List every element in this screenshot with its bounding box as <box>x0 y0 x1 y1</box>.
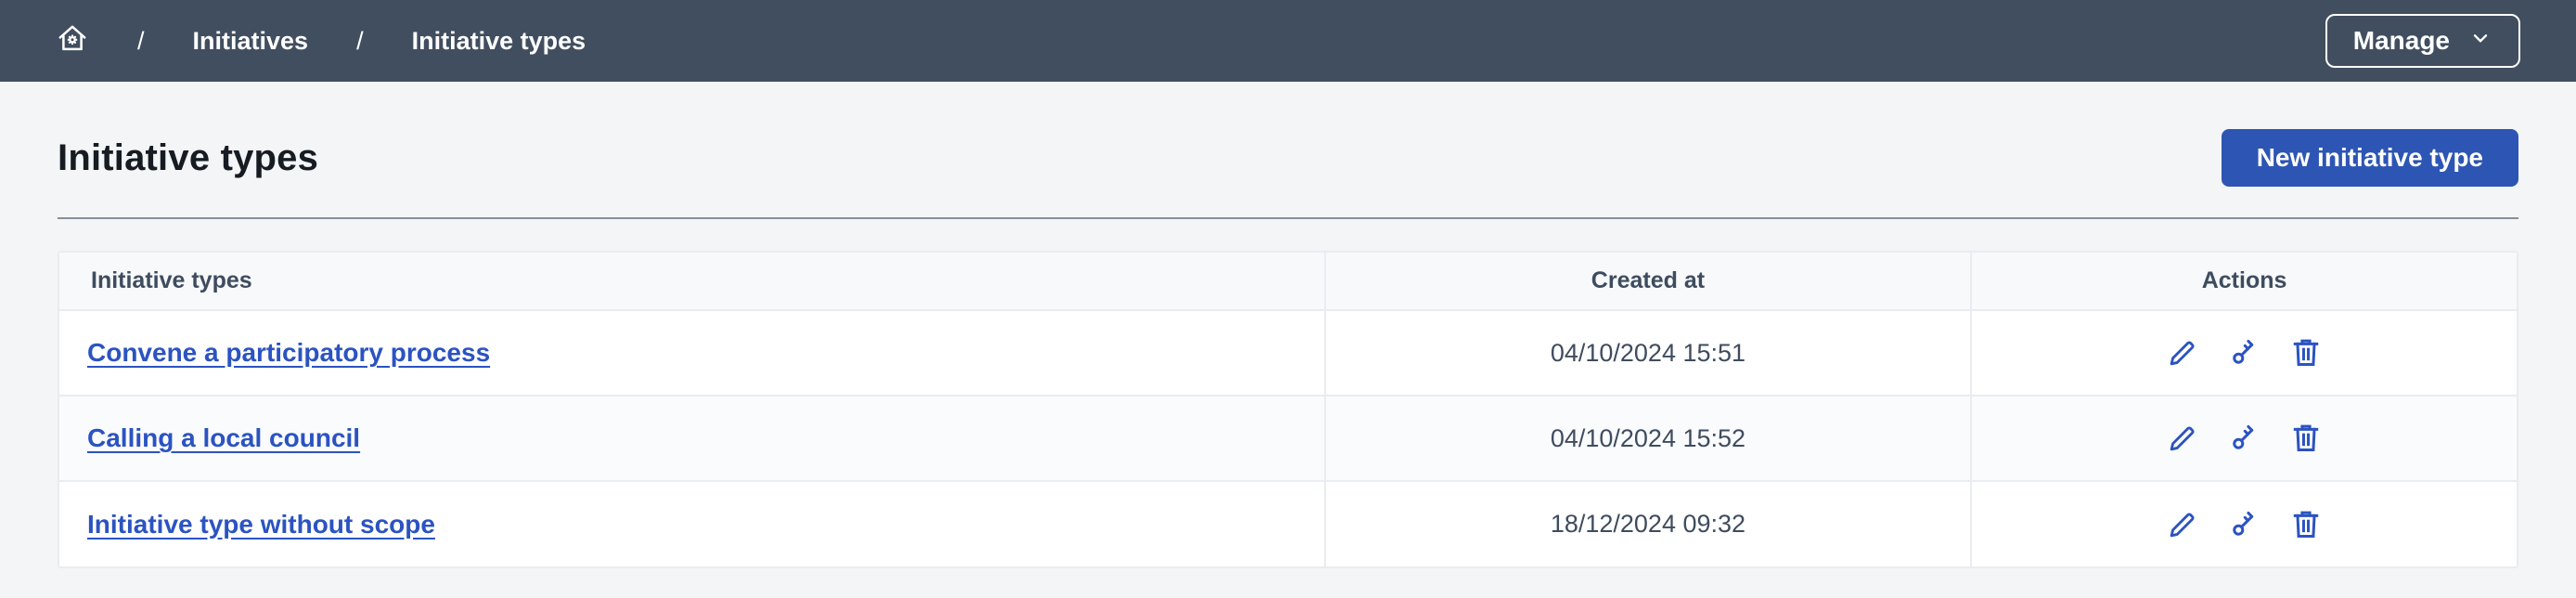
permissions-button[interactable] <box>2227 508 2260 541</box>
edit-button[interactable] <box>2166 336 2199 370</box>
main-content: Initiative types New initiative type Ini… <box>0 128 2576 568</box>
created-at-cell: 18/12/2024 09:32 <box>1323 481 1972 566</box>
actions-cell <box>1972 421 2517 456</box>
actions-cell <box>1972 335 2517 370</box>
chevron-down-icon <box>2468 26 2492 57</box>
pencil-icon <box>2166 336 2199 370</box>
table-row: Calling a local council 04/10/2024 15:52 <box>59 396 2517 482</box>
initiative-types-table: Initiative types Created at Actions Conv… <box>59 253 2517 566</box>
edit-button[interactable] <box>2166 422 2199 455</box>
initiative-types-table-container: Initiative types Created at Actions Conv… <box>58 251 2518 568</box>
page-title: Initiative types <box>58 136 319 178</box>
breadcrumb-separator: / <box>356 26 364 55</box>
permissions-button[interactable] <box>2227 336 2260 370</box>
edit-button[interactable] <box>2166 508 2199 541</box>
created-at-cell: 04/10/2024 15:52 <box>1323 396 1972 482</box>
pencil-icon <box>2166 508 2199 541</box>
table-row: Convene a participatory process 04/10/20… <box>59 310 2517 396</box>
breadcrumb-item-initiative-types[interactable]: Initiative types <box>411 26 586 55</box>
title-row: Initiative types New initiative type <box>58 128 2518 188</box>
actions-cell <box>1972 507 2517 542</box>
manage-dropdown-label: Manage <box>2352 26 2450 55</box>
permissions-button[interactable] <box>2227 422 2260 455</box>
initiative-type-link[interactable]: Convene a participatory process <box>87 338 491 367</box>
column-header-actions: Actions <box>1970 253 2517 311</box>
created-at-cell: 04/10/2024 15:51 <box>1323 310 1972 396</box>
initiative-type-link[interactable]: Initiative type without scope <box>87 509 435 539</box>
column-header-initiative-types: Initiative types <box>59 253 1325 311</box>
title-divider <box>58 217 2518 219</box>
trash-icon <box>2288 421 2324 456</box>
initiative-type-link[interactable]: Calling a local council <box>87 423 361 452</box>
trash-icon <box>2288 335 2324 370</box>
trash-icon <box>2288 507 2324 542</box>
delete-button[interactable] <box>2288 421 2324 456</box>
table-row: Initiative type without scope 18/12/2024… <box>59 481 2517 566</box>
breadcrumb: / Initiatives / Initiative types <box>56 21 586 61</box>
new-initiative-type-button[interactable]: New initiative type <box>2221 129 2518 187</box>
home-gear-icon <box>56 21 89 61</box>
table-body: Convene a participatory process 04/10/20… <box>59 310 2517 566</box>
admin-topbar: / Initiatives / Initiative types Manage <box>0 0 2576 82</box>
delete-button[interactable] <box>2288 335 2324 370</box>
breadcrumb-item-initiatives[interactable]: Initiatives <box>192 26 309 55</box>
breadcrumb-home-link[interactable] <box>56 21 89 61</box>
manage-dropdown-button[interactable]: Manage <box>2325 14 2520 68</box>
key-icon <box>2227 422 2260 455</box>
key-icon <box>2227 508 2260 541</box>
breadcrumb-separator: / <box>137 26 145 55</box>
table-header-row: Initiative types Created at Actions <box>59 253 2517 311</box>
column-header-created-at: Created at <box>1323 253 1972 311</box>
key-icon <box>2227 336 2260 370</box>
delete-button[interactable] <box>2288 507 2324 542</box>
pencil-icon <box>2166 422 2199 455</box>
